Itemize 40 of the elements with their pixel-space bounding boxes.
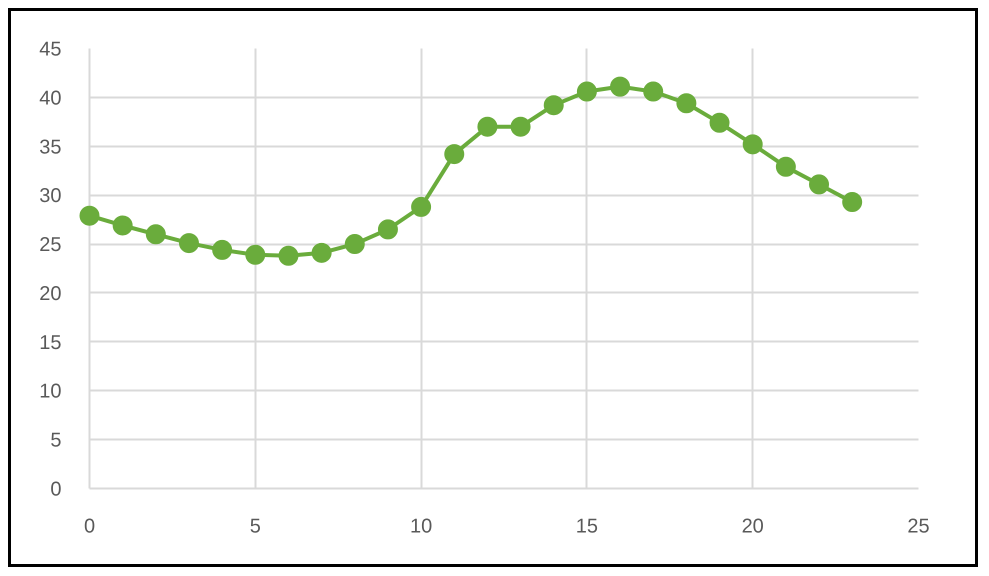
point	[776, 156, 796, 177]
point	[477, 116, 498, 137]
x-tick-label: 0	[84, 516, 96, 538]
x-tick-label: 10	[410, 516, 432, 538]
point	[742, 134, 763, 154]
y-tick-label: 5	[50, 430, 62, 452]
y-tick-label: 20	[39, 282, 62, 305]
point	[576, 82, 597, 102]
point	[80, 206, 100, 226]
x-tick-label: 25	[907, 516, 930, 538]
point	[278, 246, 298, 266]
point	[344, 234, 365, 254]
point	[510, 116, 531, 137]
y-tick-label: 30	[39, 185, 62, 208]
point	[178, 233, 199, 254]
x-tick-label: 20	[742, 516, 764, 538]
y-tick-label: 10	[39, 380, 62, 403]
x-tick-label: 5	[250, 516, 261, 538]
y-tick-label: 35	[39, 136, 62, 158]
point	[245, 244, 266, 265]
point	[676, 93, 696, 114]
point	[643, 82, 664, 102]
y-tick-label: 25	[39, 234, 62, 256]
point	[411, 196, 432, 217]
y-tick-label: 45	[39, 38, 62, 60]
point	[842, 192, 862, 212]
y-tick-label: 15	[39, 332, 62, 354]
y-tick-label: 40	[39, 87, 62, 110]
y-tick-label: 0	[50, 478, 62, 500]
point	[444, 144, 464, 164]
point	[146, 224, 166, 244]
point	[710, 112, 730, 133]
point	[610, 76, 630, 97]
x-tick-label: 15	[576, 516, 598, 538]
point	[212, 240, 232, 260]
point	[544, 95, 564, 116]
point	[312, 242, 332, 263]
point	[112, 215, 133, 236]
point	[378, 219, 398, 240]
point	[809, 174, 830, 194]
